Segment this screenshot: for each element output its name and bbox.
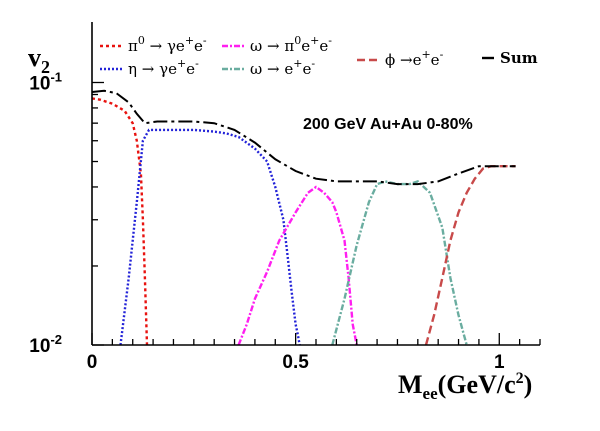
phi-series-line bbox=[424, 164, 516, 345]
legend-label-sum: Sum bbox=[500, 49, 538, 67]
x-tick-label: 1 bbox=[494, 352, 505, 373]
legend-label-part: e bbox=[301, 37, 310, 55]
legend-label-part: + bbox=[185, 34, 194, 47]
legend-label-part: e bbox=[186, 60, 195, 78]
y-axis-title-main: v bbox=[28, 43, 41, 72]
sum-series-line bbox=[92, 89, 516, 186]
legend-label-omega_dalitz: ω → π0e+e- bbox=[250, 34, 332, 55]
legend-label-part: Sum bbox=[500, 49, 538, 67]
legend-label-part: 0 bbox=[294, 34, 301, 47]
legend-label-part: →e bbox=[395, 51, 421, 69]
y-tick-label-exponent: -2 bbox=[50, 332, 62, 347]
x-axis-title: Mee(GeV/c2) bbox=[398, 370, 532, 403]
x-axis-title-main: M bbox=[398, 370, 423, 399]
x-axis-title-rest: (GeV/c bbox=[438, 370, 516, 399]
collision-system-annotation: 200 GeV Au+Au 0-80% bbox=[303, 116, 473, 133]
legend-label-part: e bbox=[319, 37, 328, 55]
legend-label-part: → γe bbox=[145, 37, 185, 55]
legend-label-part: e bbox=[302, 60, 311, 78]
legend-label-part: - bbox=[311, 57, 315, 70]
x-axis-title-sup: 2 bbox=[516, 370, 524, 387]
legend-label-part: → γe bbox=[137, 60, 177, 78]
legend-label-phi: ϕ →e+e- bbox=[385, 48, 444, 69]
legend-label-part: e bbox=[194, 37, 203, 55]
y-tick-label-base: 10 bbox=[29, 73, 50, 94]
legend-label-part: - bbox=[195, 57, 199, 70]
legend-label-omega: ω → e+e- bbox=[250, 57, 315, 78]
legend-label-pi0: π0 → γe+e- bbox=[128, 34, 207, 55]
legend-label-part: e bbox=[431, 51, 440, 69]
legend-label-part: → e bbox=[262, 60, 293, 78]
axes: 0 0.5 110-110-2 bbox=[29, 22, 541, 373]
legend-label-eta: η → γe+e- bbox=[128, 57, 199, 78]
plot-area bbox=[92, 89, 516, 345]
legend-label-part: ϕ bbox=[385, 51, 395, 69]
legend-label-part: → π bbox=[262, 37, 294, 55]
x-tick-label: 0.5 bbox=[282, 352, 309, 373]
legend-label-part: - bbox=[203, 34, 207, 47]
y-tick-label: 10-1 bbox=[29, 69, 62, 94]
legend-label-part: + bbox=[293, 57, 302, 70]
y-tick-label-base: 10 bbox=[29, 336, 50, 357]
y-axis-title: v2 bbox=[28, 43, 50, 77]
legend-label-part: - bbox=[440, 48, 444, 61]
legend-label-part: π bbox=[128, 37, 138, 55]
y-tick-label: 10-2 bbox=[29, 332, 62, 357]
legend-label-part: η bbox=[128, 60, 137, 78]
omega-series-line bbox=[331, 180, 468, 345]
legend-label-part: - bbox=[328, 34, 332, 47]
legend-label-part: 0 bbox=[138, 34, 145, 47]
y-tick-label-exponent: -1 bbox=[50, 69, 62, 84]
x-tick-label: 0 bbox=[87, 352, 98, 373]
legend-label-part: + bbox=[421, 48, 430, 61]
legend: π0 → γe+e-η → γe+e-ω → π0e+e-ω → e+e-ϕ →… bbox=[100, 34, 538, 78]
legend-label-part: + bbox=[177, 57, 186, 70]
y-axis-title-sub: 2 bbox=[41, 57, 50, 77]
x-axis-title-close: ) bbox=[524, 370, 533, 399]
eta-series-line bbox=[119, 128, 301, 345]
x-axis-title-sub: ee bbox=[423, 384, 439, 403]
legend-label-part: + bbox=[310, 34, 319, 47]
legend-label-part: ω bbox=[250, 60, 262, 78]
omega_dalitz-series-line bbox=[237, 185, 358, 345]
legend-label-part: ω bbox=[250, 37, 262, 55]
pi0-series-line bbox=[92, 97, 149, 345]
